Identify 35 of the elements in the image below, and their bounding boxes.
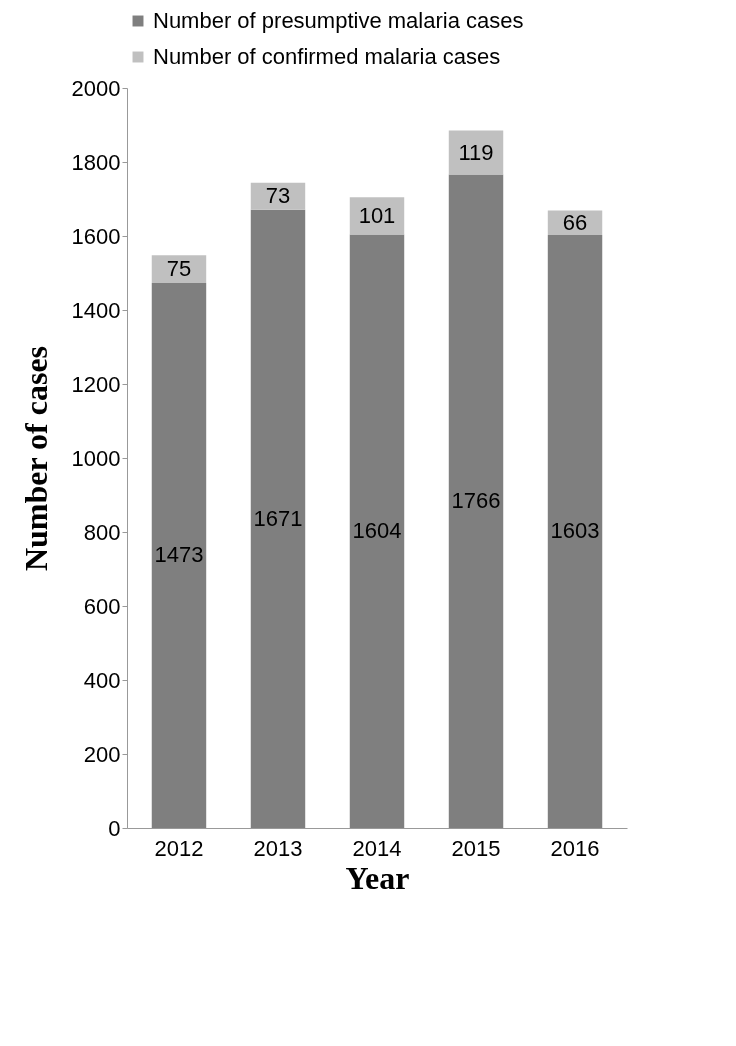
y-tick-label: 1400 — [71, 297, 121, 323]
bar — [151, 282, 207, 828]
data-label: 75 — [166, 256, 192, 282]
data-label: 66 — [562, 209, 588, 235]
data-label: 1604 — [352, 518, 402, 544]
x-tick-label: 2014 — [352, 835, 402, 861]
y-tick-label: 1800 — [71, 149, 121, 175]
data-label: 1671 — [253, 505, 303, 531]
data-label: 1766 — [451, 488, 501, 514]
legend-label: Number of presumptive malaria cases — [153, 8, 524, 33]
x-axis-title: Year — [345, 859, 410, 896]
x-tick-label: 2013 — [253, 835, 303, 861]
y-tick-label: 1200 — [71, 371, 121, 397]
bar — [250, 209, 306, 828]
y-tick-label: 600 — [83, 593, 121, 619]
x-tick-label: 2012 — [154, 835, 204, 861]
y-tick-label: 200 — [83, 741, 121, 767]
x-tick-label: 2016 — [550, 835, 600, 861]
y-tick-label: 2000 — [71, 75, 121, 101]
data-label: 101 — [358, 202, 396, 228]
y-axis-title: Number of cases — [17, 345, 54, 572]
legend-label: Number of confirmed malaria cases — [153, 44, 501, 69]
bar — [349, 234, 405, 828]
y-tick-label: 1600 — [71, 223, 121, 249]
data-label: 1473 — [154, 542, 204, 568]
y-tick-label: 0 — [108, 815, 121, 841]
data-label: 119 — [458, 139, 494, 165]
x-tick-label: 2015 — [451, 835, 501, 861]
y-tick-label: 1000 — [71, 445, 121, 471]
y-tick-label: 800 — [83, 519, 121, 545]
bar — [448, 174, 504, 828]
data-label: 73 — [265, 183, 291, 209]
y-tick-label: 400 — [83, 667, 121, 693]
data-label: 1603 — [550, 518, 600, 544]
bar — [547, 234, 603, 828]
